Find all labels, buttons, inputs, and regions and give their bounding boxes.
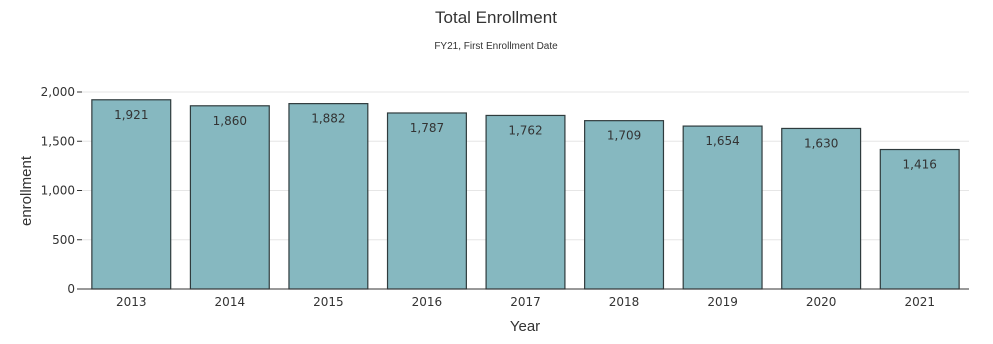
x-tick-label: 2014	[215, 295, 246, 309]
bar	[190, 106, 269, 289]
x-tick-label: 2017	[510, 295, 541, 309]
bar	[782, 128, 861, 289]
data-label: 1,630	[804, 136, 838, 150]
chart-title: Total Enrollment	[435, 8, 557, 27]
y-tick-label: 1,000	[41, 184, 75, 198]
bar	[683, 126, 762, 289]
data-label: 1,921	[114, 108, 148, 122]
bars: 1,921 1,860 1,882 1,787 1,762 1,709 1,654 1,630…	[92, 100, 959, 289]
bar	[585, 121, 664, 289]
y-axis-label: enrollment	[18, 155, 35, 226]
x-tick-label: 2019	[707, 295, 738, 309]
bar	[92, 100, 171, 289]
data-label: 1,654	[705, 134, 739, 148]
x-axis-label: Year	[510, 318, 540, 335]
data-label: 1,709	[607, 129, 641, 143]
data-label: 1,882	[311, 112, 345, 126]
bar	[486, 115, 565, 289]
y-tick-label: 1,500	[41, 134, 75, 148]
data-label: 1,762	[508, 123, 542, 137]
x-tick-label: 2020	[806, 295, 837, 309]
data-label: 1,860	[213, 114, 247, 128]
data-label: 1,787	[410, 121, 444, 135]
y-tick-label: 500	[52, 233, 75, 247]
y-tick-label: 0	[67, 282, 75, 296]
x-tick-label: 2013	[116, 295, 147, 309]
chart-subtitle: FY21, First Enrollment Date	[434, 41, 558, 52]
x-tick-label: 2015	[313, 295, 344, 309]
y-tick-label: 2,000	[41, 85, 75, 99]
x-tick-label: 2018	[609, 295, 640, 309]
x-tick-label: 2016	[412, 295, 443, 309]
bar	[388, 113, 467, 289]
bar	[289, 104, 368, 289]
x-tick-label: 2021	[904, 295, 935, 309]
data-label: 1,416	[903, 158, 937, 172]
